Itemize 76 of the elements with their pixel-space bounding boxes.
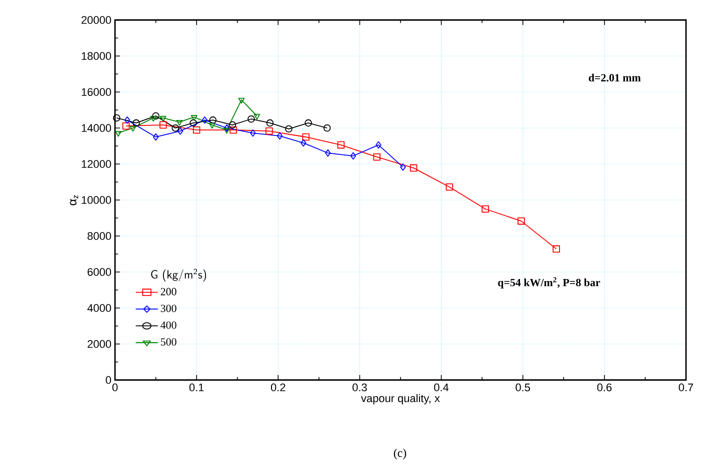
point — [172, 124, 180, 132]
point — [150, 116, 157, 122]
point — [266, 119, 274, 127]
annotation: d=2.01 mm — [588, 74, 641, 82]
point — [410, 164, 418, 172]
point — [224, 128, 230, 134]
y-tick-label: 2000 — [88, 340, 112, 348]
point — [130, 126, 136, 132]
y-tick-label: 4000 — [87, 304, 112, 312]
y-tick-label: 18000 — [82, 52, 112, 60]
point — [152, 112, 160, 120]
point — [176, 120, 183, 126]
point — [190, 114, 198, 121]
point — [482, 205, 489, 213]
point — [285, 125, 292, 133]
legend-label: 500 — [160, 338, 176, 346]
point — [304, 119, 312, 127]
point — [124, 116, 130, 124]
point — [230, 126, 237, 134]
point — [132, 119, 140, 127]
point — [208, 122, 216, 129]
point — [159, 121, 167, 129]
legend-label: 400 — [160, 321, 176, 329]
point — [323, 124, 331, 132]
point — [373, 153, 380, 161]
x-tick-label: 0.5 — [516, 384, 530, 392]
y-tick-label: 0 — [106, 376, 112, 384]
point — [160, 116, 166, 122]
point — [192, 126, 200, 134]
point — [238, 98, 245, 104]
point — [325, 149, 331, 157]
point — [152, 133, 159, 141]
point — [300, 139, 306, 147]
y-tick-label: 6000 — [88, 268, 112, 276]
annotation: q=54 kW/m$^{2}$, P=8 bar — [498, 277, 600, 288]
point — [400, 163, 406, 171]
x-axis-title: vapour quality, x — [361, 394, 440, 404]
point — [337, 141, 345, 149]
point — [190, 119, 197, 127]
x-tick-label: 0.1 — [189, 384, 204, 392]
point — [228, 121, 236, 129]
legend-label: 300 — [160, 304, 176, 312]
point — [122, 122, 130, 130]
point — [446, 183, 454, 191]
y-tick-label: 12000 — [82, 160, 112, 168]
point — [266, 127, 273, 135]
y-axis-title: α$_{z}$ — [70, 195, 78, 206]
x-tick-label: 0.4 — [434, 384, 449, 392]
y-tick-label: 10000 — [82, 196, 112, 204]
point — [254, 114, 260, 120]
point — [209, 116, 217, 124]
point — [276, 132, 283, 140]
x-tick-label: 0.3 — [352, 384, 367, 392]
x-tick-label: 0.2 — [270, 384, 286, 392]
y-tick-label: 16000 — [82, 88, 112, 96]
y-tick-label: 14000 — [82, 124, 112, 132]
y-tick-label: 20000 — [82, 16, 112, 24]
point — [112, 114, 120, 122]
point — [177, 127, 184, 135]
point — [248, 115, 255, 123]
legend-label: 200 — [160, 288, 176, 296]
point — [518, 217, 525, 225]
y-tick-label: 8000 — [88, 232, 112, 240]
text: (c) — [394, 448, 406, 460]
point — [115, 130, 122, 137]
point — [224, 124, 230, 132]
point — [376, 141, 382, 149]
x-tick-label: 0 — [112, 384, 118, 392]
legend-title: G (kg/m$^{2}$s) — [151, 268, 206, 282]
x-tick-label: 0.7 — [678, 384, 694, 392]
x-tick-label: 0.6 — [597, 384, 612, 392]
point — [302, 133, 310, 141]
point — [202, 116, 208, 124]
point — [250, 129, 256, 137]
point — [552, 245, 560, 253]
point — [350, 152, 356, 160]
